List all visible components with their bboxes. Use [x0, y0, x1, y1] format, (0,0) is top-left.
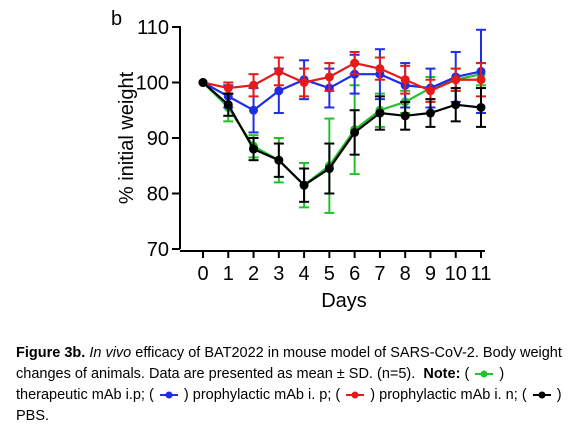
series-3	[198, 78, 486, 203]
data-point	[375, 64, 385, 74]
x-tick-label: 0	[197, 263, 208, 285]
data-point	[274, 155, 284, 165]
y-tick-label: 70	[147, 239, 169, 261]
legend-label: therapeutic mAb i.p;	[16, 387, 145, 403]
y-tick-label: 110	[137, 17, 169, 39]
series-line	[202, 73, 482, 187]
legend-label: prophylactic mAb i. n;	[379, 387, 518, 403]
x-tick-label: 4	[299, 263, 310, 285]
panel-letter: b	[111, 8, 123, 30]
x-tick-label: 10	[445, 263, 467, 285]
data-point	[451, 75, 461, 85]
caption-figure-label: Figure 3b.	[16, 345, 86, 361]
figure-caption: Figure 3b. In vivo efficacy of BAT2022 i…	[16, 343, 564, 427]
chart-svg: 70 80 90 100 110 % initial weight 0 1 2 3 4 5 6 7 8 9 10…	[116, 17, 492, 312]
data-point	[451, 100, 461, 110]
legend-label: prophylactic mAb i. p;	[192, 387, 332, 403]
legend-item: ( ) therapeutic mAb i.p;	[16, 366, 505, 403]
x-tick-label: 11	[471, 263, 492, 285]
legend-label: PBS.	[16, 408, 50, 424]
data-point	[299, 180, 309, 190]
data-point	[425, 86, 435, 96]
x-tick-label: 8	[400, 263, 411, 285]
series-line	[202, 81, 482, 187]
legend-item: ( ) prophylactic mAb i. p;	[149, 387, 332, 403]
x-tick-label: 1	[223, 263, 234, 285]
x-tick-label: 5	[324, 263, 335, 285]
data-point	[223, 83, 233, 93]
chart: b 70 80 90 100 110 % initial weight 0 1 2 3 4 5 6 7 8 9…	[111, 8, 492, 312]
data-point	[350, 127, 360, 137]
data-point	[274, 66, 284, 76]
series-1	[198, 28, 486, 134]
x-tick-label: 6	[349, 263, 360, 285]
y-tick-label: 80	[147, 184, 169, 206]
legend-item: ( ) prophylactic mAb i. n;	[335, 387, 518, 403]
data-point	[350, 58, 360, 68]
data-point	[324, 72, 334, 82]
data-point	[476, 102, 486, 112]
data-point	[249, 144, 259, 154]
series-line	[202, 70, 482, 112]
x-tick-label: 3	[273, 263, 284, 285]
data-point	[198, 78, 208, 87]
legend-item: ( ) PBS.	[16, 387, 562, 424]
x-tick-label: 9	[425, 263, 436, 285]
caption-legend: ( ) therapeutic mAb i.p; ( ) prophylacti…	[16, 366, 562, 424]
x-axis-label: Days	[321, 290, 367, 312]
data-point	[375, 108, 385, 118]
data-point	[425, 108, 435, 118]
data-point	[476, 75, 486, 85]
caption-note-label: Note:	[423, 366, 461, 382]
series-line	[202, 61, 481, 93]
caption-title: efficacy of BAT2022 in mouse model of SA…	[16, 345, 562, 382]
legend-symbol	[475, 370, 494, 378]
series-2	[198, 50, 486, 103]
y-tick-label: 90	[147, 128, 169, 150]
x-tick-label: 7	[374, 263, 385, 285]
legend-symbol	[346, 391, 365, 399]
data-point	[299, 78, 309, 87]
data-point	[223, 100, 233, 110]
legend-symbol	[532, 391, 551, 399]
data-point	[274, 86, 284, 96]
y-tick-label: 100	[136, 73, 169, 95]
data-point	[400, 111, 410, 121]
caption-title-italic: In vivo	[89, 345, 132, 361]
y-axis-label: % initial weight	[116, 71, 138, 204]
data-point	[249, 80, 259, 90]
data-point	[400, 75, 410, 85]
x-tick-label: 2	[248, 263, 259, 285]
data-point	[249, 105, 259, 115]
legend-symbol	[159, 391, 178, 399]
data-point	[324, 164, 334, 174]
